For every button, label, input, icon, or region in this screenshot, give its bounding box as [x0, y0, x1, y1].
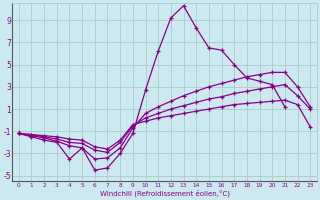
X-axis label: Windchill (Refroidissement éolien,°C): Windchill (Refroidissement éolien,°C)	[100, 189, 229, 197]
